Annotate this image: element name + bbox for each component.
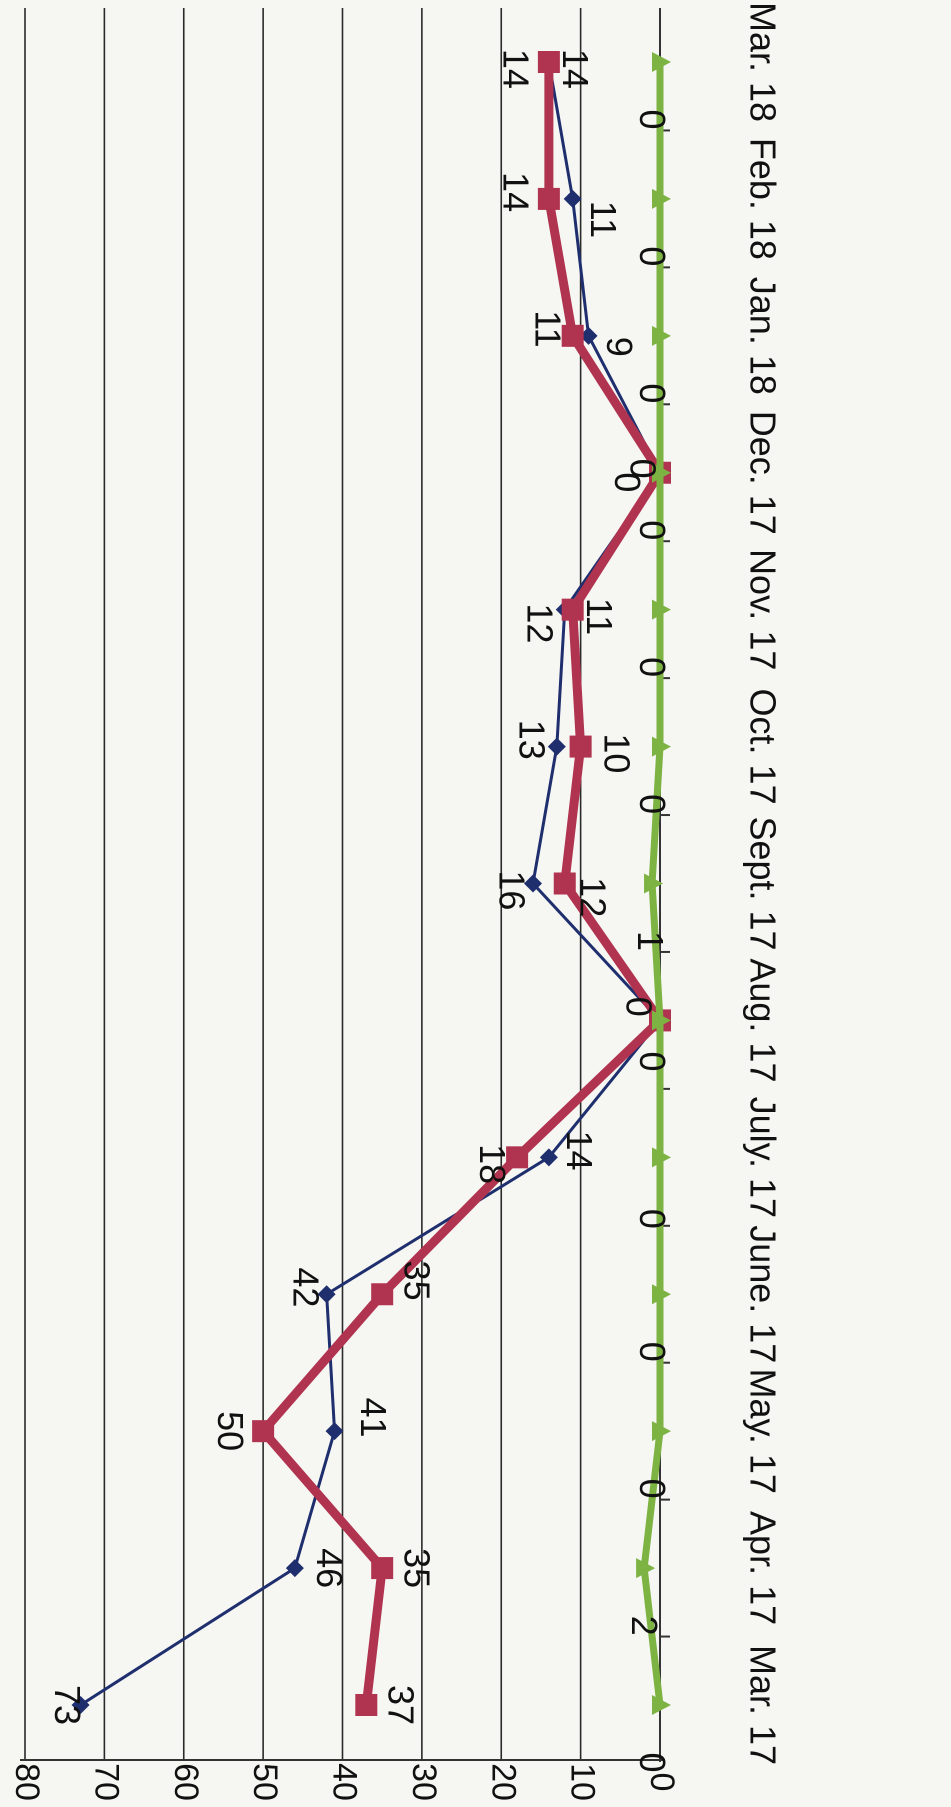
value-tick-label: 70 xyxy=(87,1763,125,1801)
data-point xyxy=(561,324,584,347)
data-point xyxy=(371,1557,394,1580)
data-label: 1 xyxy=(630,931,671,951)
value-tick-label: 60 xyxy=(167,1763,205,1801)
data-label: 11 xyxy=(583,201,624,238)
value-tick-label: 50 xyxy=(246,1763,284,1801)
category-label: May. 17 xyxy=(742,1368,783,1493)
gridlines xyxy=(24,8,582,1760)
data-label: 41 xyxy=(353,1397,394,1437)
data-point xyxy=(325,1422,344,1441)
data-point xyxy=(652,1695,671,1715)
category-label: Jan. 18 xyxy=(742,277,783,395)
data-point xyxy=(539,1148,558,1167)
data-label: 0 xyxy=(632,1209,673,1229)
data-label: 0 xyxy=(607,472,648,492)
data-point xyxy=(537,51,560,73)
category-label: Oct. 17 xyxy=(742,689,783,805)
data-point xyxy=(537,187,560,210)
data-label: 11 xyxy=(579,598,620,635)
data-label: 12 xyxy=(519,603,560,643)
data-label: 0 xyxy=(632,657,673,677)
data-point xyxy=(652,325,671,346)
data-point xyxy=(553,872,576,895)
data-label: 0 xyxy=(632,520,673,540)
category-label: Apr. 17 xyxy=(742,1511,783,1625)
data-label: 0 xyxy=(623,459,664,479)
data-label: 13 xyxy=(512,720,553,760)
data-point xyxy=(71,1696,90,1714)
data-label: 14 xyxy=(555,49,596,89)
data-label: 35 xyxy=(396,1261,437,1301)
data-label: 0 xyxy=(632,1479,673,1499)
data-point xyxy=(285,1559,304,1578)
data-point xyxy=(652,1284,671,1305)
value-tick-label: 40 xyxy=(326,1763,364,1801)
data-point xyxy=(579,326,598,345)
data-point xyxy=(652,736,671,757)
data-label: 11 xyxy=(527,310,568,347)
data-point xyxy=(561,598,584,621)
data-label: 35 xyxy=(396,1548,437,1588)
data-label: 0 xyxy=(632,383,673,403)
data-label: 18 xyxy=(472,1144,513,1184)
data-label: 14 xyxy=(496,49,537,89)
data-label: 9 xyxy=(599,337,640,357)
data-point xyxy=(652,1147,671,1168)
data-label: 2 xyxy=(624,1616,665,1636)
value-tick-label: 30 xyxy=(405,1763,443,1801)
data-label: 46 xyxy=(309,1548,350,1588)
data-point xyxy=(652,599,671,620)
data-label: 14 xyxy=(559,1130,600,1170)
category-label: Aug. 17 xyxy=(742,958,783,1082)
data-point xyxy=(506,1146,529,1169)
category-label: June. 17 xyxy=(742,1225,783,1363)
data-point xyxy=(652,188,671,209)
category-label: Mar. 18 xyxy=(742,2,783,122)
data-labels: 7346414214016131209111437355035181210110… xyxy=(47,49,673,1773)
category-label: Dec. 17 xyxy=(742,411,783,535)
data-label: 0 xyxy=(619,997,660,1017)
data-label: 0 xyxy=(632,109,673,129)
data-label: 0 xyxy=(632,1051,673,1071)
value-tick-label: 10 xyxy=(564,1763,602,1801)
data-point xyxy=(355,1694,378,1716)
data-point xyxy=(644,873,664,894)
data-point xyxy=(524,874,542,893)
data-point xyxy=(652,462,671,483)
data-label: 73 xyxy=(47,1685,88,1725)
series-layer xyxy=(71,51,671,1716)
data-point xyxy=(569,735,592,758)
data-point xyxy=(652,52,671,72)
data-label: 37 xyxy=(381,1685,422,1725)
data-point xyxy=(563,189,582,208)
category-label: Mar. 17 xyxy=(742,1645,783,1765)
data-label: 10 xyxy=(596,733,637,773)
category-label: Sept. 17 xyxy=(742,816,783,950)
data-label: 0 xyxy=(632,1752,673,1772)
data-label: 0 xyxy=(632,1342,673,1362)
data-point xyxy=(317,1285,336,1304)
category-label: July. 17 xyxy=(742,1097,783,1218)
value-tick-label: 80 xyxy=(8,1763,46,1801)
data-label: 50 xyxy=(210,1411,251,1451)
category-label: Feb. 18 xyxy=(742,138,783,260)
value-tick-label: 20 xyxy=(484,1763,522,1801)
data-point xyxy=(252,1420,275,1443)
value-tick-label: 0 xyxy=(643,1773,681,1792)
data-label: 12 xyxy=(573,877,614,917)
data-label: 0 xyxy=(632,794,673,814)
data-label: 0 xyxy=(632,246,673,266)
data-point xyxy=(652,1010,671,1031)
data-point xyxy=(652,1421,671,1442)
data-label: 42 xyxy=(285,1267,326,1307)
data-point xyxy=(371,1283,394,1306)
data-label: 16 xyxy=(492,870,533,910)
data-label: 14 xyxy=(496,172,537,212)
data-point xyxy=(547,737,566,756)
category-label: Nov. 17 xyxy=(742,549,783,670)
data-point xyxy=(636,1558,656,1579)
